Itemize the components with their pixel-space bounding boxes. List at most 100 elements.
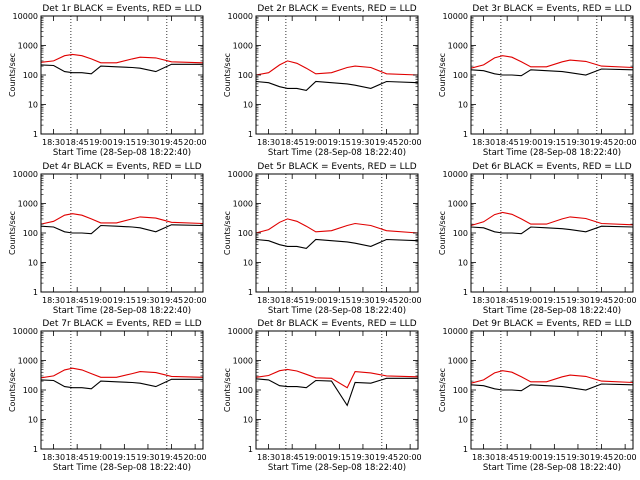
- y-tick-label: 10: [28, 101, 38, 110]
- x-tick-label: 18:30: [472, 453, 495, 462]
- x-tick-label: 19:45: [590, 296, 613, 305]
- x-tick-label: 19:30: [566, 296, 589, 305]
- y-tick-label: 10000: [13, 12, 38, 21]
- y-tick-label: 1000: [233, 200, 253, 209]
- y-tick-label: 10: [243, 259, 253, 268]
- series-line-lld: [255, 368, 419, 389]
- x-tick-label: 19:30: [566, 138, 589, 147]
- y-axis-label: Counts/sec: [438, 368, 447, 412]
- y-tick-label: 10000: [13, 170, 38, 179]
- x-tick-label: 20:00: [184, 296, 207, 305]
- x-tick-label: 19:00: [89, 138, 112, 147]
- series-line-events: [470, 225, 634, 235]
- x-tick-label: 19:45: [375, 296, 398, 305]
- x-tick-label: 18:45: [66, 453, 89, 462]
- x-tick-label: 19:15: [113, 296, 136, 305]
- panel-title: Det 6r BLACK = Events, RED = LLD: [472, 162, 631, 172]
- plot-frame: [255, 173, 419, 293]
- y-tick-label: 1: [33, 130, 38, 139]
- y-tick-label: 1: [248, 130, 253, 139]
- x-tick-label: 19:45: [375, 453, 398, 462]
- y-tick-label: 1000: [233, 357, 253, 366]
- x-tick-label: 19:30: [566, 453, 589, 462]
- x-axis-label: Start Time (28-Sep-08 18:22:40): [483, 148, 621, 158]
- x-tick-label: 18:45: [281, 138, 304, 147]
- y-tick-label: 1: [463, 288, 468, 297]
- x-tick-label: 18:30: [42, 296, 65, 305]
- x-tick-label: 19:00: [304, 138, 327, 147]
- panel-title: Det 5r BLACK = Events, RED = LLD: [257, 162, 416, 172]
- panel-det-5r: Det 5r BLACK = Events, RED = LLD 1 10 100 10…: [223, 162, 422, 316]
- y-tick-label: 100: [453, 229, 468, 238]
- series-line-events: [470, 68, 634, 77]
- plot-frame: [255, 15, 419, 135]
- x-tick-label: 20:00: [399, 453, 422, 462]
- y-tick-label: 10000: [13, 327, 38, 336]
- x-tick-label: 18:30: [257, 296, 280, 305]
- y-axis-label: Counts/sec: [8, 368, 17, 412]
- y-tick-label: 100: [238, 71, 253, 80]
- x-tick-label: 20:00: [614, 453, 637, 462]
- x-tick-label: 18:30: [257, 138, 280, 147]
- panel-det-9r: Det 9r BLACK = Events, RED = LLD 1 10 100 10…: [438, 319, 637, 473]
- plot-frame: [470, 330, 634, 450]
- panel-det-6r: Det 6r BLACK = Events, RED = LLD 1 10 100 10…: [438, 162, 637, 316]
- x-axis-label: Start Time (28-Sep-08 18:22:40): [268, 463, 406, 473]
- plot-frame: [470, 15, 634, 135]
- y-tick-label: 1: [248, 288, 253, 297]
- x-axis-label: Start Time (28-Sep-08 18:22:40): [483, 463, 621, 473]
- panel-det-3r: Det 3r BLACK = Events, RED = LLD 1 10 100 10…: [438, 4, 637, 158]
- x-tick-label: 19:00: [519, 453, 542, 462]
- panel-det-4r: Det 4r BLACK = Events, RED = LLD 1 10 100 10…: [8, 162, 207, 316]
- y-tick-label: 100: [23, 386, 38, 395]
- y-tick-label: 10: [458, 259, 468, 268]
- y-tick-label: 10: [458, 101, 468, 110]
- x-tick-label: 18:30: [472, 138, 495, 147]
- y-tick-label: 10000: [443, 327, 468, 336]
- series-line-lld: [470, 55, 634, 69]
- x-tick-label: 18:45: [496, 138, 519, 147]
- plot-frame: [470, 173, 634, 293]
- y-tick-label: 10: [28, 416, 38, 425]
- series-line-events: [470, 383, 634, 392]
- panel-title: Det 9r BLACK = Events, RED = LLD: [472, 319, 631, 329]
- y-tick-label: 10000: [443, 12, 468, 21]
- y-axis-label: Counts/sec: [223, 368, 232, 412]
- x-tick-label: 18:45: [66, 138, 89, 147]
- y-tick-label: 10: [243, 416, 253, 425]
- x-tick-label: 20:00: [184, 138, 207, 147]
- plot-frame: [40, 330, 204, 450]
- x-tick-label: 19:00: [304, 453, 327, 462]
- x-axis-label: Start Time (28-Sep-08 18:22:40): [53, 148, 191, 158]
- y-tick-label: 100: [238, 386, 253, 395]
- x-tick-label: 19:45: [160, 296, 183, 305]
- y-tick-label: 1000: [448, 42, 468, 51]
- series-line-lld: [255, 218, 419, 234]
- x-tick-label: 18:30: [257, 453, 280, 462]
- series-line-events: [255, 80, 419, 91]
- x-tick-label: 19:00: [89, 453, 112, 462]
- y-tick-label: 1: [463, 445, 468, 454]
- x-tick-label: 19:00: [304, 296, 327, 305]
- x-tick-label: 19:15: [328, 453, 351, 462]
- x-tick-label: 18:30: [42, 453, 65, 462]
- y-axis-label: Counts/sec: [8, 53, 17, 97]
- y-axis-label: Counts/sec: [223, 211, 232, 255]
- series-line-lld: [40, 53, 204, 64]
- x-tick-label: 19:15: [543, 138, 566, 147]
- series-line-events: [255, 377, 418, 407]
- panel-det-7r: Det 7r BLACK = Events, RED = LLD 1 10 100 10…: [8, 319, 207, 473]
- x-axis-label: Start Time (28-Sep-08 18:22:40): [53, 463, 191, 473]
- x-tick-label: 19:45: [590, 138, 613, 147]
- x-tick-label: 19:30: [351, 296, 374, 305]
- x-tick-label: 19:15: [543, 453, 566, 462]
- y-tick-label: 10000: [228, 12, 253, 21]
- y-axis-label: Counts/sec: [438, 211, 447, 255]
- y-tick-label: 10000: [228, 170, 253, 179]
- x-tick-label: 19:30: [136, 138, 159, 147]
- y-axis-label: Counts/sec: [8, 211, 17, 255]
- x-tick-label: 19:00: [519, 138, 542, 147]
- x-axis-label: Start Time (28-Sep-08 18:22:40): [483, 306, 621, 316]
- y-axis-label: Counts/sec: [223, 53, 232, 97]
- series-line-events: [255, 238, 419, 249]
